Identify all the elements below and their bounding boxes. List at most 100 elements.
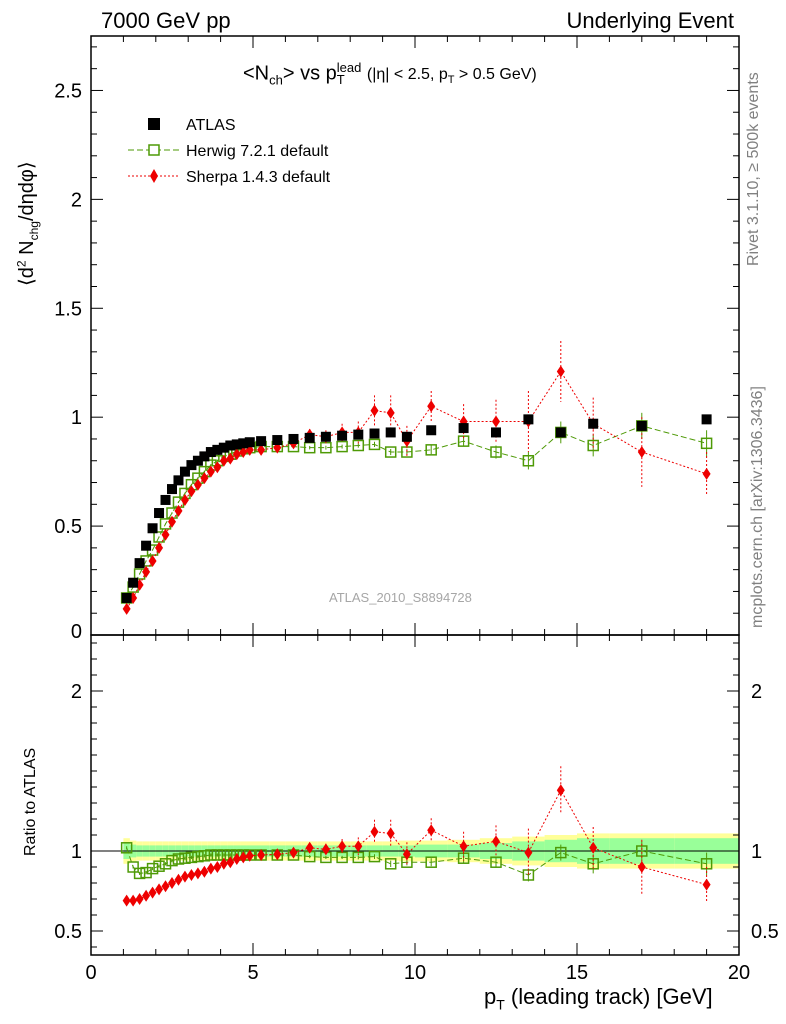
atlas-point [186, 460, 197, 471]
sherpa-ratio-point [213, 861, 222, 873]
herwig-point [587, 439, 599, 452]
y-tick-label-right: 1 [751, 841, 762, 863]
sherpa-point [148, 554, 157, 567]
atlas-point [192, 455, 203, 466]
sherpa-ratio-point [321, 843, 330, 856]
herwig-ratio-point [179, 852, 191, 864]
sherpa-point [122, 602, 131, 615]
sherpa-point [370, 404, 379, 417]
herwig-ratio-point [120, 842, 133, 854]
herwig-ratio-point [384, 858, 397, 870]
x-axis-title: pT (leading track) [GeV] [484, 984, 713, 1013]
sherpa-point [213, 461, 222, 474]
rivet-info: Rivet 3.1.10, ≥ 500k events [745, 72, 762, 266]
atlas-point [369, 428, 380, 439]
atlas-point [238, 438, 249, 449]
sherpa-point [386, 406, 395, 419]
sherpa-point [702, 467, 711, 480]
herwig-point [384, 446, 397, 458]
sherpa-ratio-point [637, 861, 646, 873]
atlas-point [337, 430, 348, 441]
atlas-point [225, 440, 236, 451]
sherpa-ratio-point [129, 894, 138, 907]
herwig-ratio-point [490, 856, 502, 868]
sherpa-ratio-point [402, 848, 411, 861]
herwig-ratio-point [205, 849, 217, 861]
analysis-watermark: ATLAS_2010_S8894728 [329, 590, 472, 605]
sherpa-ratio-point [556, 784, 565, 797]
sherpa-ratio-point [174, 873, 183, 886]
atlas-point [134, 558, 145, 569]
y-tick-label-right: 0.5 [751, 921, 779, 943]
x-tick-label: 15 [566, 962, 588, 984]
y-tick-label: 2.5 [54, 80, 82, 102]
sherpa-ratio-point [354, 840, 363, 853]
herwig-ratio-point [352, 851, 365, 864]
atlas-point [701, 414, 712, 425]
sherpa-ratio-point [273, 848, 282, 861]
sherpa-point [168, 515, 176, 528]
sherpa-point [637, 446, 646, 459]
sherpa-line [126, 370, 707, 610]
atlas-point [179, 466, 190, 477]
sherpa-point [187, 485, 196, 498]
sherpa-point [257, 443, 266, 456]
herwig-point [425, 444, 437, 456]
sherpa-point [226, 452, 235, 465]
atlas-point [588, 418, 599, 429]
herwig-point [522, 454, 535, 467]
herwig-point [336, 440, 348, 453]
atlas-point [523, 414, 534, 425]
herwig-ratio-point [159, 858, 172, 870]
atlas-point [385, 427, 396, 438]
herwig-ratio-point [166, 854, 178, 867]
atlas-point [212, 444, 223, 455]
atlas-point [205, 447, 216, 458]
bottom-frame [90, 634, 740, 956]
atlas-point [288, 433, 299, 444]
y-tick-label: 1.5 [54, 298, 82, 320]
legend-atlas-marker [148, 118, 160, 130]
header-right: Underlying Event [566, 8, 734, 33]
sherpa-point [206, 465, 215, 478]
atlas-point [141, 540, 152, 551]
sherpa-ratio-point [168, 877, 176, 889]
atlas-point [636, 420, 647, 431]
y-tick-label: 2 [71, 681, 82, 703]
sherpa-ratio-point [370, 825, 379, 838]
herwig-point [490, 446, 502, 458]
herwig-ratio-point [133, 867, 146, 880]
y-tick-label: 1 [71, 841, 82, 863]
sherpa-point [180, 493, 189, 506]
atlas-point [491, 427, 501, 438]
x-tick-label: 5 [247, 962, 258, 984]
x-tick-label: 0 [85, 962, 96, 984]
sherpa-ratio-point [219, 857, 228, 870]
herwig-point [368, 438, 381, 451]
atlas-point [231, 439, 242, 450]
sherpa-ratio-point [427, 824, 436, 837]
sherpa-ratio-point [161, 880, 170, 893]
legend-sherpa-marker [150, 169, 158, 183]
sherpa-point [155, 541, 164, 554]
legend-sherpa-label: Sherpa 1.4.3 default [186, 169, 331, 186]
sherpa-point [556, 365, 565, 378]
y-tick-label: 0.5 [54, 921, 82, 943]
sherpa-ratio-point [193, 867, 202, 880]
atlas-point [304, 432, 315, 443]
herwig-ratio-point [368, 850, 381, 863]
sherpa-ratio-point [155, 883, 164, 896]
herwig-ratio-point [146, 862, 159, 875]
atlas-point [121, 592, 132, 603]
herwig-point [700, 437, 713, 450]
atlas-point [160, 494, 171, 505]
atlas-point [353, 429, 364, 440]
sherpa-ratio-point [492, 835, 500, 848]
sherpa-ratio-point [232, 853, 241, 865]
sherpa-ratio-point [245, 849, 254, 862]
atlas-point [128, 577, 139, 588]
sherpa-point [492, 415, 500, 428]
y-tick-label: 1 [71, 407, 82, 429]
sherpa-ratio-point [338, 840, 347, 853]
atlas-point [154, 508, 165, 519]
